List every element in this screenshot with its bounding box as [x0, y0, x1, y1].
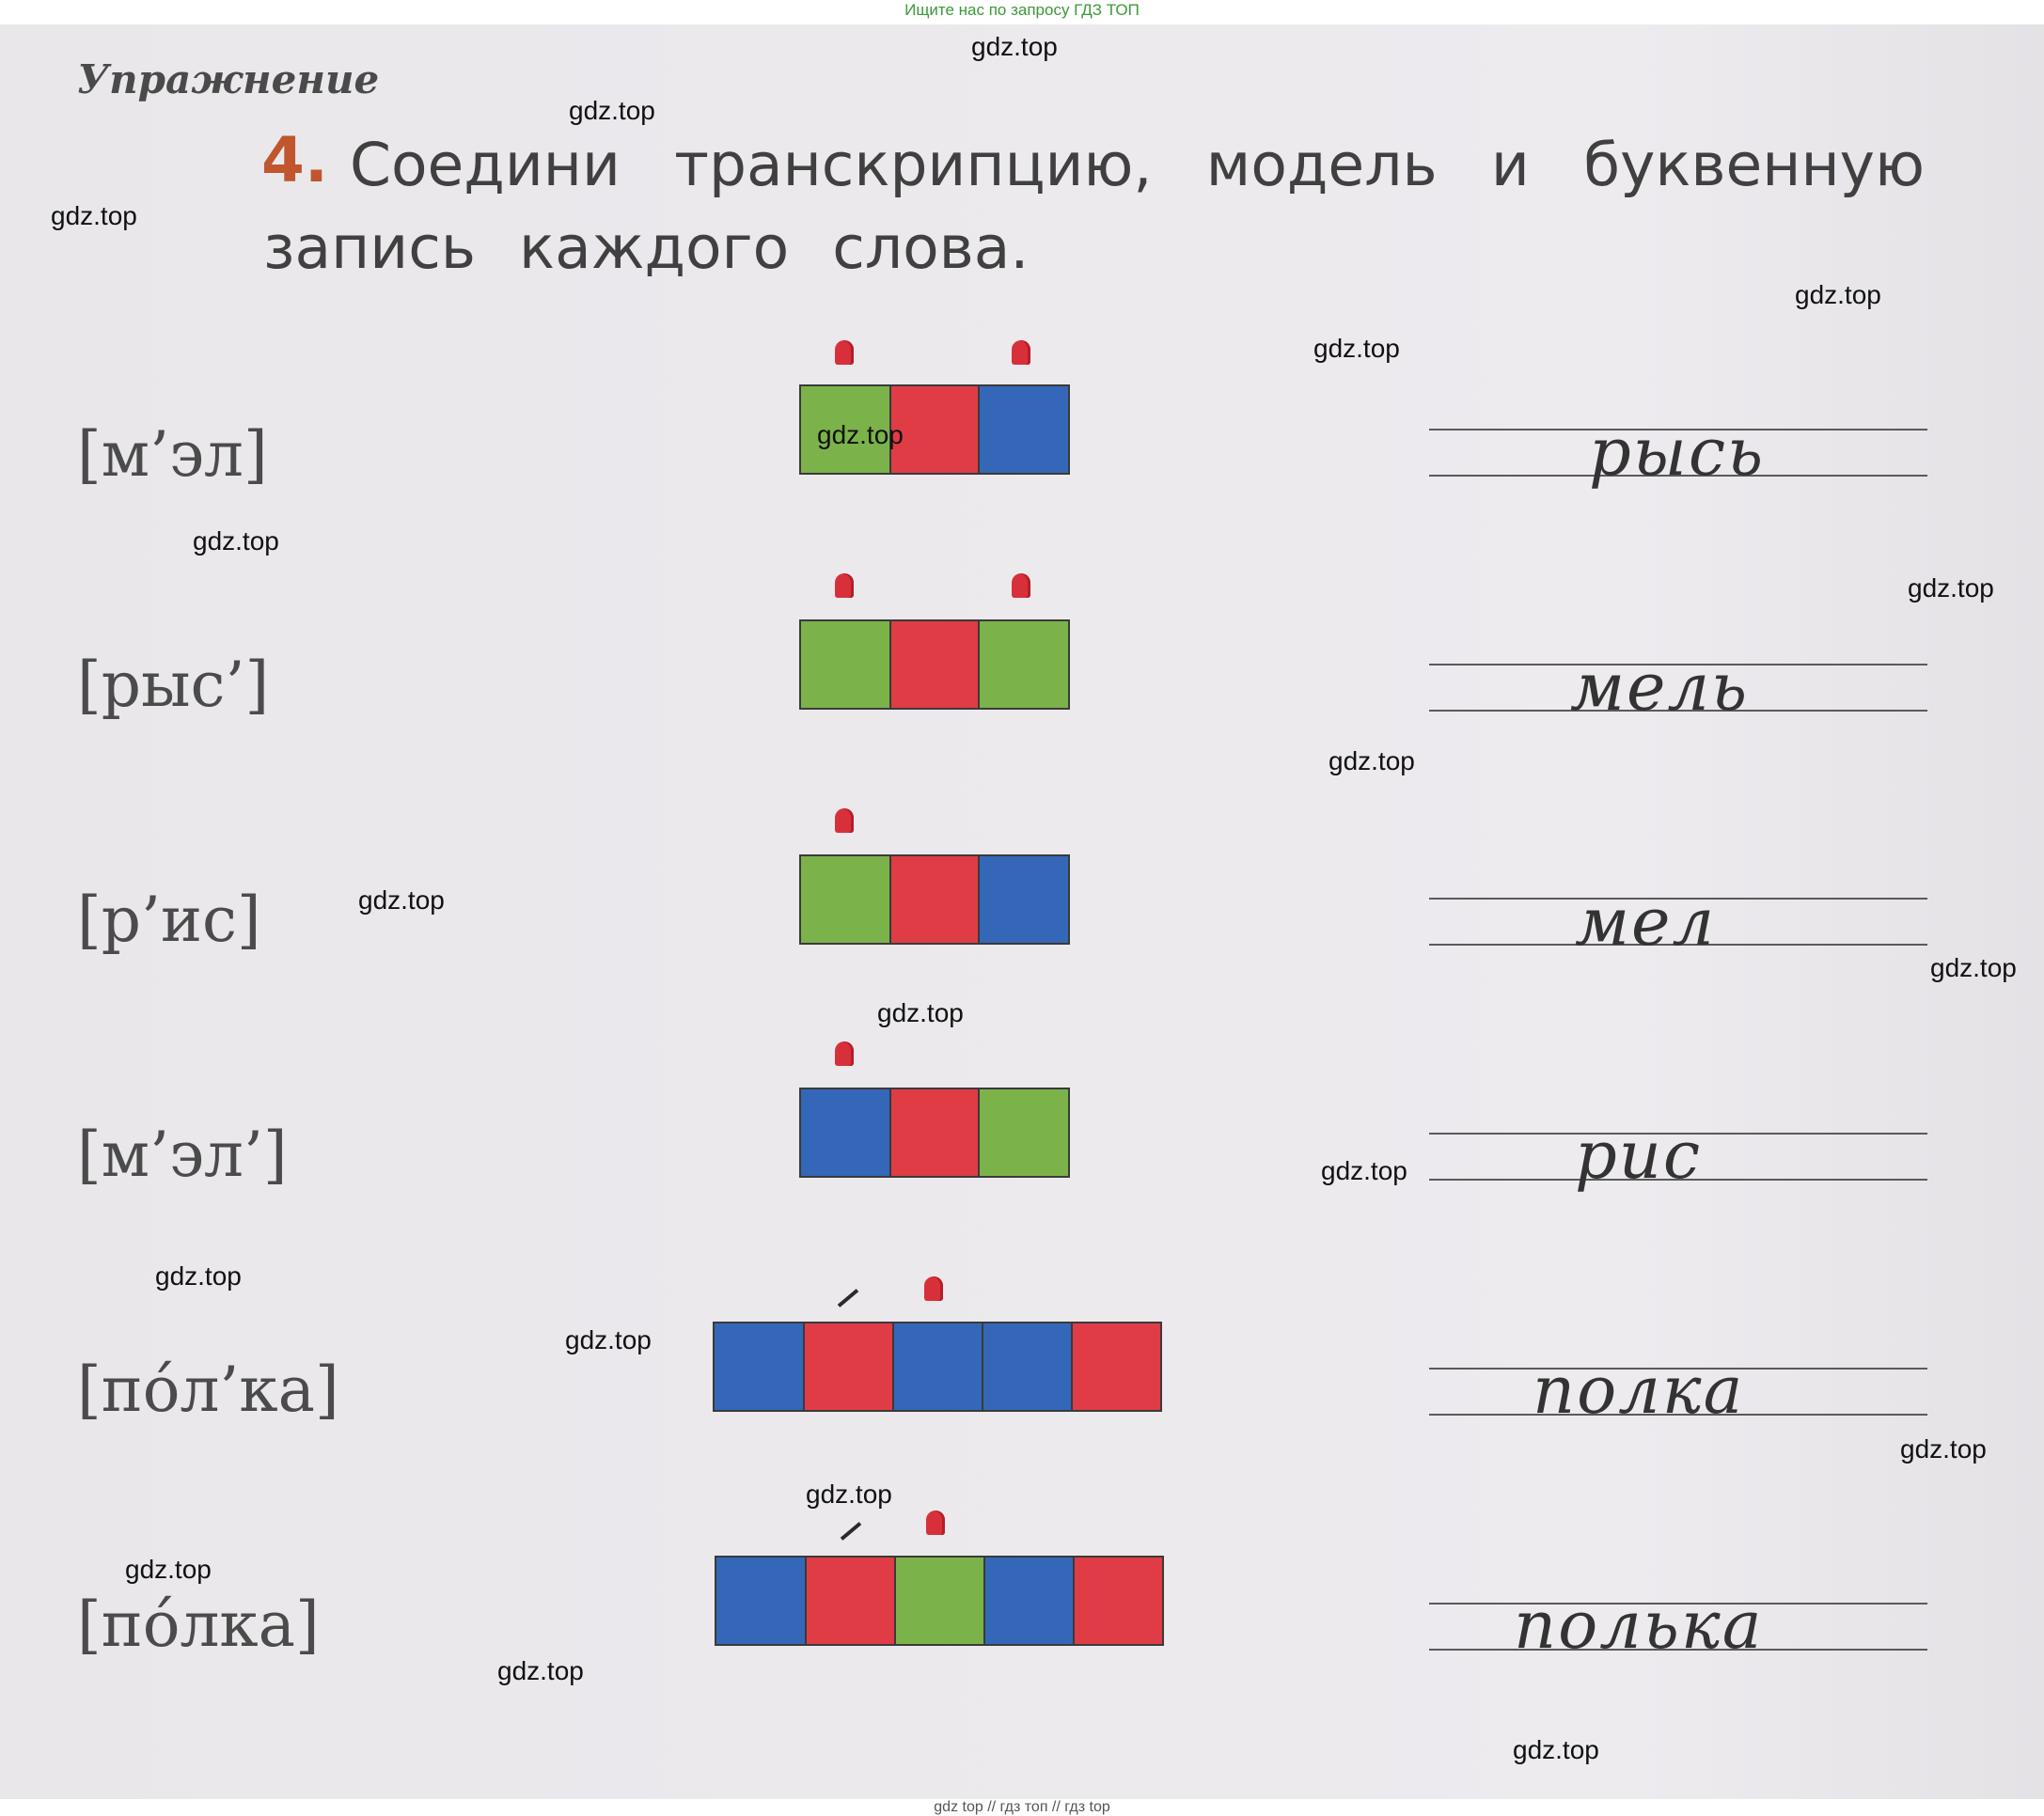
cell	[896, 1558, 985, 1644]
watermark: gdz.top	[1930, 953, 2017, 982]
writing-line	[1429, 1603, 1927, 1605]
cell	[891, 856, 980, 943]
word-written-3: мел	[1575, 884, 1717, 961]
watermark: gdz.top	[565, 1325, 652, 1354]
watermark: gdz.top	[817, 420, 904, 449]
watermark: gdz.top	[155, 1261, 242, 1291]
writing-line	[1429, 429, 1927, 431]
word-written-1: рысь	[1589, 414, 1766, 491]
cell	[805, 1323, 894, 1410]
writing-line	[1429, 664, 1927, 665]
sound-model-4	[799, 1088, 1070, 1178]
watermark: gdz.top	[569, 96, 655, 125]
cell	[801, 621, 891, 708]
watermark: gdz.top	[1513, 1735, 1599, 1764]
top-banner[interactable]: Ищите нас по запросу ГДЗ ТОП	[0, 0, 2044, 24]
exercise-label: Упражнение	[77, 56, 380, 102]
writing-line	[1429, 1649, 1927, 1651]
writing-line	[1429, 944, 1927, 946]
cell	[801, 856, 891, 943]
cell	[1075, 1558, 1162, 1644]
watermark: gdz.top	[125, 1555, 212, 1584]
writing-line	[1429, 1179, 1927, 1181]
writing-line	[1429, 1133, 1927, 1135]
sound-model-2	[799, 619, 1070, 710]
soft-consonant-bell-icon	[835, 1041, 854, 1066]
cell	[891, 1089, 980, 1176]
cell	[716, 1558, 807, 1644]
watermark: gdz.top	[971, 32, 1058, 61]
cell	[983, 1323, 1073, 1410]
watermark: gdz.top	[1313, 334, 1400, 363]
cell	[807, 1558, 896, 1644]
word-written-4: рис	[1575, 1117, 1703, 1194]
cell	[715, 1323, 805, 1410]
watermark: gdz.top	[51, 201, 137, 230]
cell	[801, 1089, 891, 1176]
cell	[980, 856, 1068, 943]
task-number: 4.	[261, 124, 328, 196]
soft-consonant-bell-icon	[835, 573, 854, 598]
cell	[891, 621, 980, 708]
cell	[894, 1323, 983, 1410]
writing-line	[1429, 475, 1927, 477]
writing-line	[1429, 710, 1927, 712]
watermark: gdz.top	[1900, 1434, 1987, 1464]
consonant-cell	[980, 386, 1068, 473]
sound-model-6	[715, 1556, 1164, 1646]
transcription-6: [по́лка]	[77, 1589, 320, 1661]
sound-model-1	[799, 384, 1070, 475]
cell	[980, 621, 1068, 708]
word-written-2: мель	[1570, 649, 1750, 726]
transcription-4: [м’эл’]	[77, 1119, 288, 1191]
consonant-cell	[891, 386, 980, 473]
soft-consonant-bell-icon	[924, 1276, 943, 1301]
soft-consonant-bell-icon	[1012, 340, 1030, 365]
writing-line	[1429, 898, 1927, 900]
soft-consonant-bell-icon	[835, 340, 854, 365]
sound-model-3	[799, 854, 1070, 945]
task-instruction-line-1: Соедини транскрипцию, модель и буквенную	[350, 131, 1925, 199]
soft-consonant-bell-icon	[926, 1511, 945, 1535]
watermark: gdz.top	[806, 1479, 892, 1509]
watermark: gdz.top	[1329, 746, 1415, 775]
cell	[980, 1089, 1068, 1176]
word-written-6: полька	[1514, 1587, 1764, 1664]
watermark: gdz.top	[358, 885, 445, 915]
watermark: gdz.top	[497, 1656, 584, 1685]
writing-line	[1429, 1368, 1927, 1370]
transcription-2: [рыс’]	[77, 649, 270, 721]
soft-consonant-bell-icon	[1012, 573, 1030, 598]
transcription-1: [м’эл]	[77, 418, 268, 491]
cell	[1073, 1323, 1160, 1410]
bottom-banner[interactable]: gdz top // гдз топ // гдз top	[0, 1799, 2044, 1816]
cell	[985, 1558, 1075, 1644]
watermark: gdz.top	[1795, 280, 1881, 309]
watermark: gdz.top	[193, 526, 279, 556]
word-written-5: полка	[1533, 1352, 1745, 1429]
vowel-cell	[801, 386, 891, 473]
watermark: gdz.top	[1908, 573, 1994, 603]
soft-consonant-bell-icon	[835, 808, 854, 833]
task-instruction-line-2: запись каждого слова.	[263, 213, 1030, 282]
transcription-5: [по́л’ка]	[77, 1354, 339, 1426]
sound-model-5	[713, 1322, 1162, 1412]
watermark: gdz.top	[877, 998, 964, 1027]
watermark: gdz.top	[1321, 1156, 1407, 1185]
transcription-3: [р’ис]	[77, 884, 261, 956]
writing-line	[1429, 1414, 1927, 1416]
